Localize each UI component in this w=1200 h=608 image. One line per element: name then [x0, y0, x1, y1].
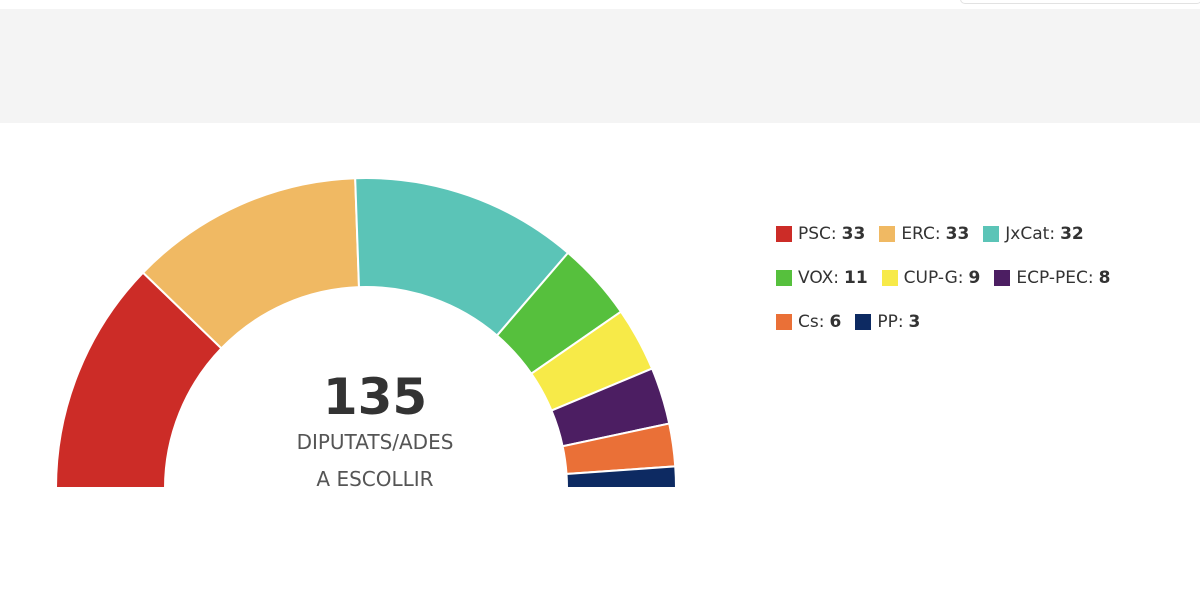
- legend-item: ECP-PEC: 8: [994, 266, 1110, 290]
- header-band: [0, 9, 1200, 123]
- segment: [565, 465, 678, 489]
- legend-item: VOX: 11: [776, 266, 868, 290]
- legend: PSC: 33 ERC: 33 JxCat: 32 VOX: 11 CUP-G: 9 ECP-PEC…: [776, 222, 1196, 334]
- legend-label: Cs:: [798, 312, 825, 332]
- legend-item: PP: 3: [855, 310, 920, 334]
- legend-label: VOX:: [798, 268, 839, 288]
- legend-swatch: [776, 226, 792, 242]
- header-tab: [960, 0, 1200, 4]
- legend-swatch: [776, 314, 792, 330]
- legend-swatch: [994, 270, 1011, 286]
- legend-item: JxCat: 32: [983, 222, 1084, 246]
- legend-item: PSC: 33: [776, 222, 865, 246]
- legend-swatch: [879, 226, 896, 242]
- legend-label: JxCat:: [1005, 224, 1056, 244]
- legend-swatch: [983, 226, 1000, 242]
- legend-item: CUP-G: 9: [881, 266, 981, 290]
- legend-value: 11: [844, 268, 868, 288]
- legend-value: 9: [968, 268, 981, 288]
- legend-value: 6: [829, 312, 842, 332]
- legend-value: 3: [908, 312, 921, 332]
- legend-value: 8: [1098, 268, 1111, 288]
- legend-value: 32: [1060, 224, 1084, 244]
- legend-label: PP:: [877, 312, 904, 332]
- center-text: DIPUTATS/ADES: [297, 430, 454, 454]
- legend-value: 33: [841, 224, 866, 244]
- legend-label: ERC:: [901, 224, 941, 244]
- legend-swatch: [855, 314, 872, 330]
- legend-value: 33: [945, 224, 970, 244]
- legend-label: CUP-G:: [903, 268, 964, 288]
- center-total: 135: [323, 368, 427, 426]
- legend-item: ERC: 33: [879, 222, 969, 246]
- legend-label: PSC:: [798, 224, 837, 244]
- center-text: A ESCOLLIR: [316, 467, 433, 491]
- legend-swatch: [776, 270, 792, 286]
- legend-swatch: [881, 270, 898, 286]
- legend-label: ECP-PEC:: [1016, 268, 1094, 288]
- legend-item: Cs: 6: [776, 310, 841, 334]
